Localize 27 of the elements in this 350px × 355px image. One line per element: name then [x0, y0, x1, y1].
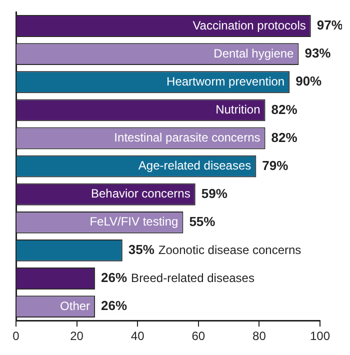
y-tick-label: Vaccination protocols [192, 18, 306, 32]
data-label: 82% [271, 102, 298, 117]
data-label: 26% [101, 270, 128, 286]
data-label: 79% [262, 158, 289, 173]
y-tick-label: Nutrition [216, 102, 260, 117]
y-tick-label: Behavior concerns [90, 186, 190, 201]
x-tick-label: 100 [310, 329, 330, 344]
data-label: 93% [304, 46, 332, 61]
x-tick-label: 60 [192, 329, 206, 344]
data-label: 35% [128, 242, 155, 258]
data-label: 90% [296, 74, 322, 89]
x-tick-label: 40 [130, 329, 145, 344]
y-tick-label: Other [60, 298, 90, 313]
y-tick-label: Age-related diseases [138, 158, 252, 173]
y-tick-label: FeLV/FIV testing [90, 214, 178, 229]
data-label: 59% [201, 186, 228, 201]
y-tick-label: Zoonotic disease concerns [158, 242, 302, 257]
data-label: 26% [101, 298, 128, 314]
y-tick-label: Breed-related diseases [131, 270, 254, 285]
y-tick-label: Dental hygiene [214, 46, 294, 60]
x-tick-label: 0 [12, 329, 20, 344]
x-tick-label: 20 [70, 329, 84, 344]
y-tick-label: Heartworm prevention [166, 74, 285, 88]
x-tick-label: 80 [252, 329, 266, 344]
data-label: 82% [271, 130, 298, 145]
y-tick-label: Intestinal parasite concerns [114, 130, 260, 145]
data-label: 55% [189, 214, 216, 229]
